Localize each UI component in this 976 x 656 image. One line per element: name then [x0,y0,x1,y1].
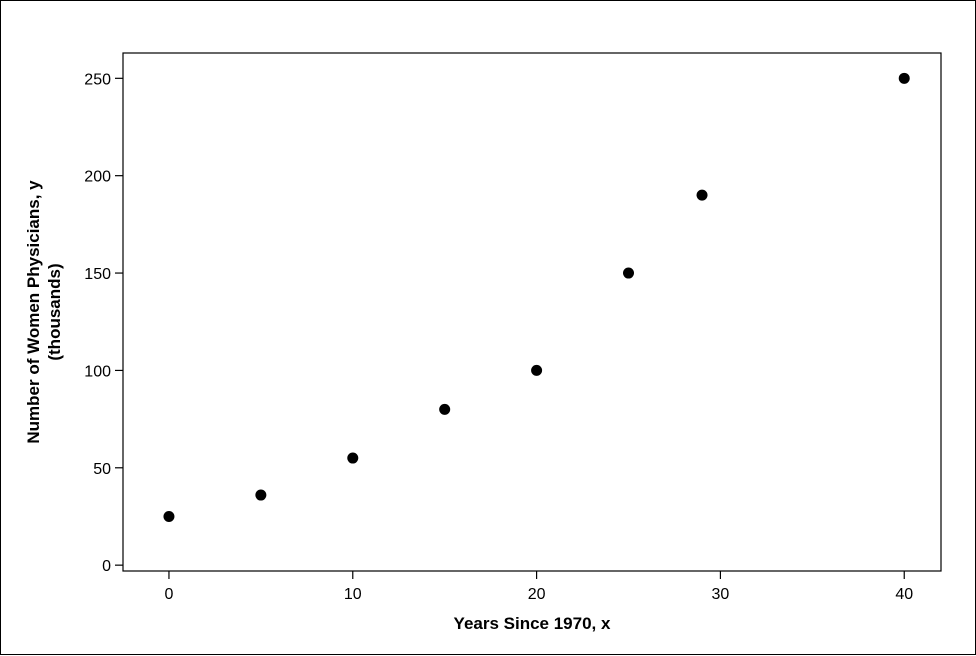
data-point [163,511,174,522]
data-point [347,453,358,464]
y-tick-label: 150 [84,266,111,283]
y-tick-label: 50 [93,461,111,478]
data-point [899,73,910,84]
y-tick-label: 0 [102,558,111,575]
data-point [439,404,450,415]
x-tick-label: 30 [712,586,730,603]
x-axis-title: Years Since 1970, x [454,614,611,633]
y-tick-label: 250 [84,71,111,88]
y-axis-title: Number of Women Physicians, y [24,180,43,444]
y-axis-subtitle: (thousands) [45,263,64,360]
y-tick-label: 200 [84,169,111,186]
y-tick-label: 100 [84,363,111,380]
plot-area [123,53,941,571]
data-point [255,490,266,501]
data-points [163,73,909,522]
x-tick-label: 0 [165,586,174,603]
data-point [697,190,708,201]
y-axis: 0 50 100 150 200 250 [84,71,123,575]
data-point [531,365,542,376]
data-point [623,268,634,279]
x-axis: 0 10 20 30 40 [165,571,914,603]
x-tick-label: 40 [895,586,913,603]
x-tick-label: 10 [344,586,362,603]
x-tick-label: 20 [528,586,546,603]
